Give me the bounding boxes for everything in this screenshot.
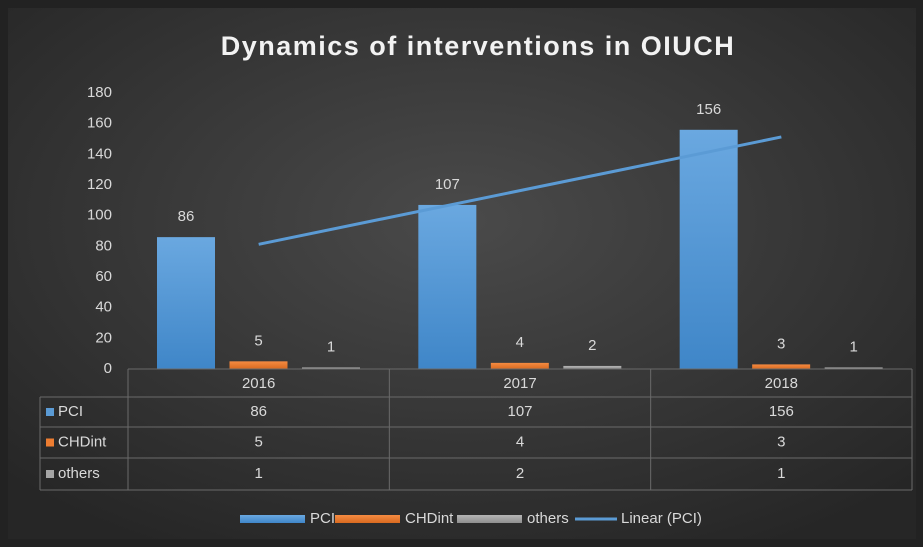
y-tick-label: 120 xyxy=(87,176,112,193)
table-row-label: others xyxy=(58,465,100,482)
bar xyxy=(490,362,549,369)
table-cell: 5 xyxy=(254,433,262,450)
table-legend-key xyxy=(46,470,54,478)
data-label: 1 xyxy=(849,338,857,355)
data-label: 4 xyxy=(516,334,524,351)
bar xyxy=(563,365,622,369)
table-legend-key xyxy=(46,438,54,447)
legend-swatch xyxy=(240,515,305,523)
data-label: 107 xyxy=(435,176,460,193)
table-cell: 2 xyxy=(516,465,524,482)
bar xyxy=(679,129,738,369)
data-label: 5 xyxy=(254,332,262,349)
legend-label: CHDint xyxy=(405,510,454,527)
data-label: 86 xyxy=(178,208,195,225)
x-tick-label: 2017 xyxy=(503,375,536,392)
x-tick-label: 2016 xyxy=(242,375,275,392)
data-label: 3 xyxy=(777,335,785,352)
y-tick-label: 80 xyxy=(95,237,112,254)
table-cell: 1 xyxy=(777,465,785,482)
table-cell: 86 xyxy=(250,403,267,420)
chart-title: Dynamics of interventions in OIUCH xyxy=(221,31,736,61)
table-cell: 4 xyxy=(516,433,524,450)
table-row-label: CHDint xyxy=(58,433,107,450)
bar xyxy=(229,361,288,369)
legend-label: Linear (PCI) xyxy=(621,510,702,527)
bar xyxy=(302,367,360,369)
table-legend-key xyxy=(46,408,54,416)
table-cell: 1 xyxy=(254,465,262,482)
data-label: 1 xyxy=(327,338,335,355)
trendline xyxy=(258,135,782,246)
y-tick-label: 20 xyxy=(95,329,112,346)
y-tick-label: 140 xyxy=(87,145,112,162)
bar xyxy=(157,237,215,369)
legend-swatch xyxy=(457,515,522,523)
y-tick-label: 160 xyxy=(87,115,112,132)
table-row-label: PCI xyxy=(58,403,83,420)
x-tick-label: 2018 xyxy=(765,375,798,392)
legend-label: others xyxy=(527,510,569,527)
data-label: 156 xyxy=(696,101,721,118)
y-tick-label: 180 xyxy=(87,84,112,101)
table-cell: 3 xyxy=(777,433,785,450)
legend-label: PCI xyxy=(310,510,335,527)
legend-swatch xyxy=(335,515,400,523)
table-cell: 156 xyxy=(769,403,794,420)
bar xyxy=(824,367,883,369)
data-label: 2 xyxy=(588,337,596,354)
bar xyxy=(752,364,811,369)
y-tick-label: 100 xyxy=(87,207,112,224)
y-tick-label: 0 xyxy=(104,360,112,377)
y-tick-label: 60 xyxy=(95,268,112,285)
bar xyxy=(418,204,477,369)
y-tick-label: 40 xyxy=(95,299,112,316)
table-cell: 107 xyxy=(507,403,532,420)
